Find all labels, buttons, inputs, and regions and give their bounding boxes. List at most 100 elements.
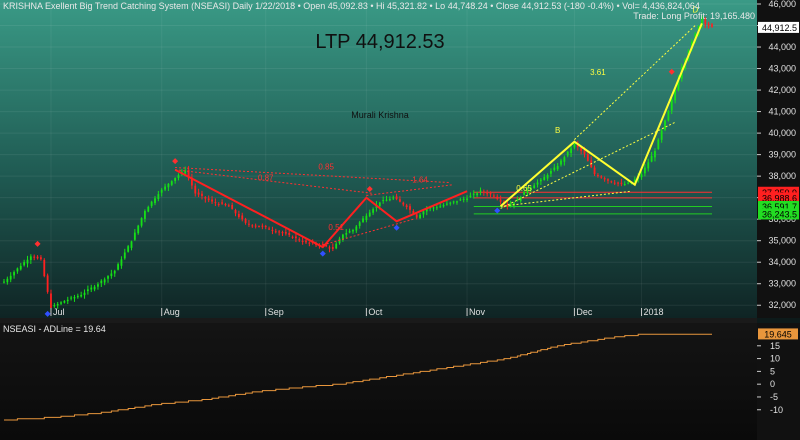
candle-body bbox=[147, 206, 150, 212]
month-label: Oct bbox=[368, 307, 383, 317]
candle-body bbox=[640, 174, 643, 178]
panel-divider[interactable] bbox=[0, 318, 757, 323]
candle-body bbox=[486, 193, 489, 195]
red-pattern-line bbox=[174, 168, 468, 249]
candle-body bbox=[278, 231, 281, 233]
candle-body bbox=[50, 293, 52, 309]
candle-body bbox=[492, 195, 495, 197]
price-tick-label: 35,000 bbox=[768, 236, 796, 246]
candle-body bbox=[341, 234, 344, 240]
candle-body bbox=[560, 160, 562, 165]
price-label-box bbox=[758, 192, 799, 204]
candle-body bbox=[26, 259, 29, 264]
candle-body bbox=[63, 301, 66, 303]
price-tick-label: 32,000 bbox=[768, 300, 796, 310]
candle-body bbox=[221, 202, 224, 204]
candle-body bbox=[429, 207, 432, 209]
candle-body bbox=[415, 214, 418, 218]
candle-body bbox=[529, 187, 532, 191]
candle-body bbox=[657, 139, 660, 149]
buy-signal-marker bbox=[44, 310, 51, 317]
candle-body bbox=[469, 195, 472, 198]
candle-body bbox=[107, 276, 109, 279]
price-levels bbox=[473, 191, 712, 215]
candle-body bbox=[93, 286, 96, 290]
candle-body bbox=[39, 257, 42, 260]
price-panel-background bbox=[0, 0, 757, 318]
candle-body bbox=[513, 202, 515, 206]
candle-body bbox=[533, 185, 536, 189]
candle-body bbox=[677, 78, 680, 91]
candle-body bbox=[402, 202, 405, 205]
candle-body bbox=[288, 232, 291, 235]
candle-body bbox=[600, 176, 603, 178]
candle-body bbox=[281, 232, 284, 234]
candle-body bbox=[335, 243, 338, 249]
candle-body bbox=[466, 198, 468, 201]
candle-body bbox=[711, 24, 713, 27]
month-label: Jul bbox=[53, 307, 65, 317]
adline-tick-label: 15 bbox=[770, 341, 780, 351]
month-label: Aug bbox=[164, 307, 180, 317]
candle-body bbox=[177, 175, 180, 178]
candle-body bbox=[325, 244, 328, 247]
sell-signal-marker bbox=[366, 186, 373, 193]
sell-signal-marker bbox=[34, 240, 41, 247]
signal-markers bbox=[34, 68, 675, 317]
red-ratio-line bbox=[366, 184, 454, 196]
yellow-pattern-line bbox=[499, 23, 703, 208]
candle-body bbox=[86, 289, 89, 292]
candle-body bbox=[133, 232, 136, 240]
candle-body bbox=[97, 284, 99, 287]
candle-body bbox=[83, 292, 86, 296]
candle-body bbox=[704, 18, 707, 25]
candle-body bbox=[110, 273, 113, 277]
adline-series bbox=[4, 333, 712, 421]
candle-body bbox=[261, 225, 264, 227]
candle-body bbox=[660, 130, 663, 140]
candle-body bbox=[66, 299, 69, 302]
price-tick-label: 40,000 bbox=[768, 128, 796, 138]
candle-body bbox=[113, 270, 116, 274]
candle-body bbox=[409, 206, 411, 210]
candle-body bbox=[60, 302, 62, 304]
candle-body bbox=[9, 275, 12, 280]
price-label-box bbox=[758, 200, 799, 212]
candle-body bbox=[46, 275, 49, 292]
candle-body bbox=[707, 23, 710, 26]
candle-body bbox=[580, 147, 583, 151]
candle-body bbox=[365, 215, 368, 221]
candle-body bbox=[157, 194, 160, 200]
price-label-box bbox=[758, 208, 799, 220]
candle-body bbox=[462, 198, 465, 200]
candle-body bbox=[412, 210, 415, 215]
candle-body bbox=[425, 208, 428, 212]
buy-signal-marker bbox=[319, 250, 326, 257]
candle-body bbox=[506, 204, 509, 207]
adline-axis[interactable]: -10 -5 0 5 10 15 19.645 bbox=[757, 328, 798, 415]
pattern-lines bbox=[174, 23, 703, 249]
adline-last-label: 19.645 bbox=[764, 329, 792, 339]
candle-body bbox=[442, 205, 445, 207]
candle-body bbox=[187, 169, 190, 178]
candle-body bbox=[23, 262, 26, 266]
candle-body bbox=[516, 199, 519, 201]
price-label-text: 36,243.5 bbox=[762, 209, 797, 219]
candle-body bbox=[633, 179, 636, 183]
candle-body bbox=[29, 256, 32, 261]
candle-body bbox=[174, 178, 177, 181]
candle-body bbox=[566, 151, 569, 156]
candle-body bbox=[331, 247, 334, 249]
candle-body bbox=[90, 287, 93, 290]
candle-body bbox=[596, 174, 599, 177]
candle-body bbox=[362, 218, 364, 222]
candle-body bbox=[291, 236, 294, 238]
candle-body bbox=[422, 211, 425, 215]
candle-body bbox=[321, 243, 324, 245]
adline-tick-label: -10 bbox=[770, 405, 783, 415]
candle-body bbox=[127, 246, 130, 252]
adline-tick-label: 5 bbox=[770, 366, 775, 376]
candle-body bbox=[573, 143, 576, 148]
candle-body bbox=[452, 201, 455, 203]
